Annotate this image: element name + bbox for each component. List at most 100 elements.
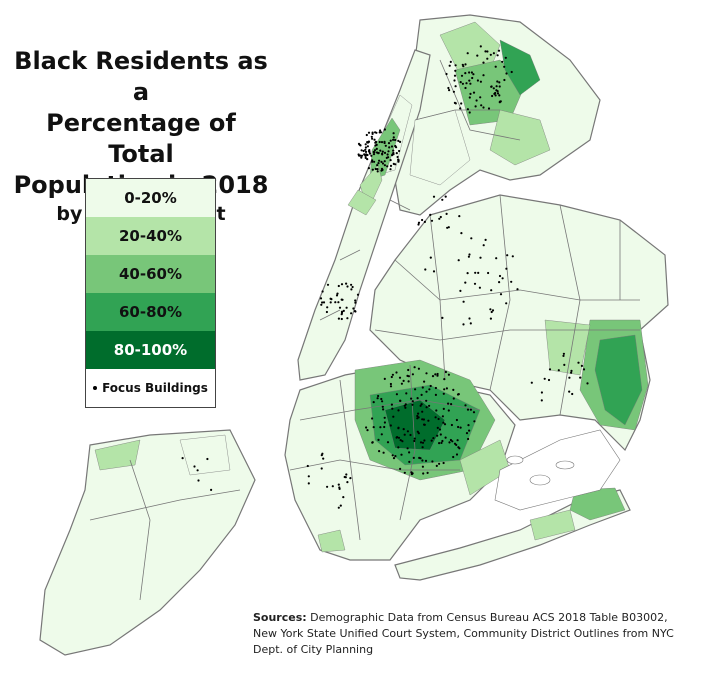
focus-building-dot	[469, 92, 472, 95]
focus-building-dot	[322, 301, 326, 304]
focus-building-dot	[568, 376, 571, 379]
focus-building-dot	[548, 368, 552, 371]
focus-building-dot	[471, 76, 474, 80]
focus-building-dot	[452, 455, 455, 459]
focus-building-dot	[498, 274, 502, 278]
focus-building-dot	[357, 142, 361, 145]
focus-building-dot	[423, 380, 426, 383]
focus-building-dot	[397, 409, 400, 412]
focus-building-dot	[385, 156, 388, 159]
focus-building-dot	[434, 373, 437, 376]
focus-building-dot	[498, 100, 501, 103]
legend-label-60-80: 60-80%	[118, 303, 182, 321]
focus-building-dot	[346, 317, 349, 320]
focus-building-dot	[364, 148, 367, 151]
focus-building-dot	[416, 397, 419, 400]
focus-building-dot	[375, 147, 378, 150]
focus-building-dot	[392, 415, 395, 418]
focus-building-dot	[391, 407, 394, 410]
focus-building-dot	[425, 406, 428, 409]
focus-building-dot	[421, 465, 424, 468]
focus-building-dot	[459, 426, 462, 429]
legend-item-40-60: 40-60%	[86, 255, 215, 293]
focus-building-dot	[331, 485, 334, 488]
focus-building-dot	[389, 382, 392, 386]
focus-building-dot	[436, 426, 439, 429]
focus-building-dot	[461, 63, 464, 66]
focus-building-dot	[383, 160, 386, 163]
focus-building-dot	[490, 85, 493, 88]
focus-building-dot	[480, 104, 483, 107]
focus-building-dot	[373, 151, 376, 154]
focus-building-dot	[337, 483, 340, 486]
focus-building-dot	[444, 436, 447, 439]
focus-building-dot	[510, 70, 513, 74]
focus-building-dot	[490, 310, 493, 314]
focus-building-dot	[444, 195, 447, 198]
focus-building-dot	[496, 54, 499, 57]
focus-building-dot	[423, 423, 426, 426]
focus-building-dot	[404, 406, 407, 409]
focus-building-dot	[450, 403, 453, 406]
focus-building-dot	[322, 457, 325, 460]
focus-building-dot	[443, 423, 447, 426]
focus-building-dot	[374, 167, 377, 171]
focus-building-dot	[447, 373, 450, 376]
focus-building-dot	[482, 74, 485, 77]
focus-building-dot	[482, 244, 485, 247]
focus-building-dot	[392, 151, 395, 155]
focus-building-dot	[371, 417, 374, 420]
focus-building-dot	[476, 54, 479, 57]
focus-building-dot	[466, 108, 469, 111]
focus-building-dot	[473, 420, 476, 423]
focus-building-dot	[445, 387, 448, 390]
focus-building-dot	[376, 170, 379, 173]
focus-building-dot	[366, 158, 369, 161]
focus-building-dot	[579, 376, 582, 379]
focus-building-dot	[431, 460, 434, 463]
focus-building-dot	[366, 145, 369, 148]
focus-building-dot	[367, 131, 371, 134]
focus-building-dot	[398, 376, 402, 379]
focus-building-dot	[408, 460, 411, 463]
focus-building-dot	[387, 142, 391, 145]
focus-building-dot	[530, 381, 533, 384]
focus-building-dot	[494, 94, 497, 97]
focus-building-dot	[376, 397, 379, 400]
focus-building-dot	[365, 133, 368, 137]
focus-building-dot	[416, 430, 419, 433]
focus-building-dot	[540, 391, 544, 394]
focus-building-dot	[380, 141, 384, 144]
focus-building-dot	[334, 301, 337, 304]
focus-building-dot	[326, 306, 329, 309]
sources-label: Sources:	[253, 611, 307, 624]
legend-item-80-100: 80-100%	[86, 331, 215, 369]
focus-building-dot	[441, 198, 444, 201]
focus-building-dot	[381, 150, 384, 153]
focus-building-dot	[469, 408, 472, 411]
focus-building-dot	[582, 368, 586, 371]
focus-building-dot	[340, 317, 343, 321]
focus-building-dot	[416, 414, 419, 418]
focus-building-dot	[429, 213, 432, 216]
focus-building-dot	[436, 374, 439, 377]
focus-building-dot	[430, 219, 434, 222]
focus-building-dot	[337, 317, 340, 320]
focus-building-dot	[476, 79, 479, 82]
focus-building-dot	[497, 49, 501, 52]
focus-building-dot	[345, 306, 348, 309]
focus-building-dot	[451, 440, 454, 443]
focus-building-dot	[455, 453, 459, 456]
focus-building-dot	[449, 60, 452, 64]
focus-building-dot	[364, 146, 367, 149]
focus-building-dot	[357, 153, 360, 156]
focus-building-dot	[352, 307, 355, 310]
focus-building-dot	[439, 433, 442, 436]
focus-building-dot	[372, 153, 376, 156]
focus-building-dot	[342, 496, 345, 499]
focus-building-dot	[307, 475, 310, 478]
focus-building-dot	[503, 78, 506, 82]
focus-building-dot	[445, 212, 448, 215]
focus-building-dot	[383, 151, 387, 154]
